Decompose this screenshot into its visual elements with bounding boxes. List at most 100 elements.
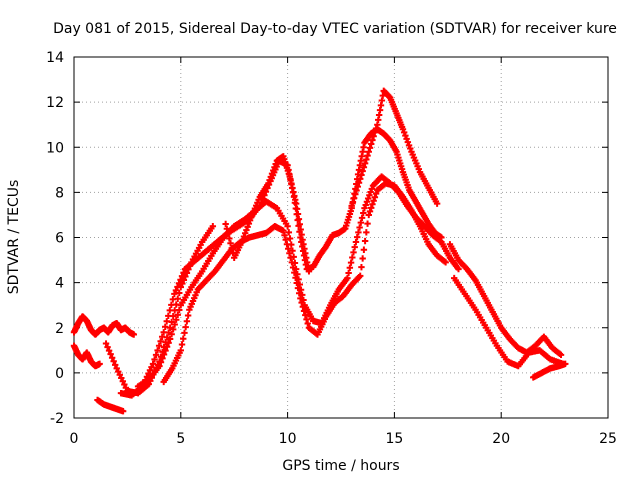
series-track-9: [348, 87, 441, 210]
series-track-3: [94, 396, 127, 415]
data-point: [366, 192, 373, 199]
data-point: [165, 312, 172, 320]
data-point: [369, 201, 376, 208]
y-tick-label: 10: [46, 140, 64, 156]
data-point: [171, 290, 178, 298]
data-point: [182, 323, 189, 331]
data-point: [350, 194, 358, 202]
data-point: [360, 246, 368, 253]
data-point: [357, 219, 365, 226]
data-point: [345, 269, 352, 277]
data-point: [352, 238, 360, 246]
data-point: [107, 350, 114, 358]
data-point: [351, 243, 358, 251]
data-point: [359, 167, 366, 175]
data-point: [156, 362, 163, 370]
data-point: [223, 225, 231, 232]
data-point: [358, 214, 366, 222]
data-point: [371, 194, 379, 201]
data-point: [359, 255, 366, 262]
data-point: [154, 347, 161, 354]
data-point: [402, 132, 409, 139]
data-point: [148, 363, 155, 371]
data-point: [433, 200, 441, 207]
data-point: [160, 351, 168, 358]
data-point: [299, 303, 307, 310]
series-track-8: [222, 153, 313, 275]
data-point: [104, 343, 111, 351]
data-point: [281, 232, 288, 239]
data-point: [168, 330, 175, 338]
data-point: [358, 263, 365, 271]
data-point: [158, 333, 166, 340]
data-point: [243, 226, 250, 234]
data-point: [116, 371, 123, 379]
x-tick-label: 10: [279, 431, 297, 447]
data-point: [246, 217, 254, 224]
data-point: [162, 347, 169, 354]
data-point: [105, 347, 113, 354]
data-point: [285, 245, 292, 252]
data-point: [366, 208, 374, 215]
data-point: [364, 152, 371, 159]
data-point: [366, 144, 374, 152]
data-point: [442, 259, 449, 266]
data-point: [364, 195, 372, 202]
data-point: [130, 331, 138, 338]
data-point: [151, 356, 158, 363]
series-track-2: [70, 342, 103, 370]
data-point: [403, 135, 410, 143]
data-point: [157, 359, 165, 366]
data-point: [362, 201, 369, 209]
data-point: [358, 171, 365, 179]
data-point: [162, 323, 169, 330]
data-point: [305, 268, 313, 275]
data-point: [184, 312, 192, 319]
data-point: [280, 227, 287, 234]
data-point: [364, 220, 371, 227]
data-point: [270, 167, 277, 174]
data-point: [282, 236, 289, 243]
data-point: [363, 156, 370, 163]
data-point: [183, 318, 191, 325]
data-point: [284, 223, 291, 230]
data-point: [287, 254, 294, 262]
x-axis-label: GPS time / hours: [282, 458, 399, 474]
data-point: [267, 173, 275, 181]
data-point: [119, 408, 127, 415]
y-tick-label: 12: [46, 95, 64, 111]
data-points: [70, 87, 569, 415]
data-point: [289, 264, 297, 271]
data-point: [171, 321, 178, 328]
data-point: [365, 211, 372, 219]
data-point: [175, 280, 183, 287]
data-point: [350, 249, 357, 256]
data-point: [348, 202, 355, 210]
data-point: [108, 354, 116, 361]
data-point: [146, 367, 154, 374]
data-point: [180, 335, 187, 342]
data-point: [166, 307, 174, 314]
data-point: [368, 140, 375, 148]
data-point: [169, 296, 177, 303]
series-track-1: [70, 313, 138, 338]
data-point: [163, 318, 170, 325]
data-point: [297, 295, 304, 302]
series-track-10: [446, 241, 565, 359]
data-point: [244, 223, 251, 231]
data-point: [356, 224, 363, 231]
series-track-12: [530, 360, 569, 381]
data-point: [372, 190, 380, 197]
data-point: [294, 284, 302, 292]
data-point: [405, 142, 413, 149]
data-point: [295, 290, 303, 297]
data-point: [557, 351, 565, 359]
data-point: [226, 235, 233, 242]
data-point: [168, 301, 175, 309]
data-point: [176, 306, 183, 314]
data-point: [286, 235, 294, 242]
data-point: [302, 311, 309, 319]
data-point: [360, 164, 368, 171]
data-point: [115, 368, 122, 375]
data-point: [174, 283, 181, 291]
